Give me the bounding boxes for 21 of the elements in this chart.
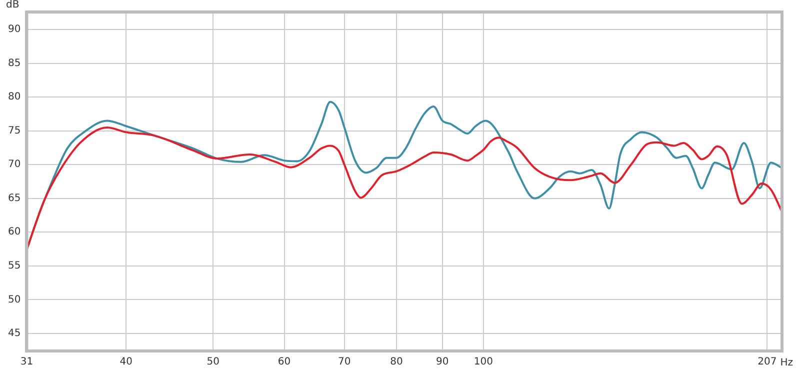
x-tick-label: 90	[436, 356, 449, 368]
y-tick-label: 60	[8, 226, 21, 238]
y-tick-label: 80	[8, 92, 21, 103]
x-tick-label: 40	[120, 356, 132, 368]
y-axis-title: dB	[6, 0, 20, 11]
y-tick-label: 90	[8, 24, 21, 36]
x-axis-title: Hz	[780, 358, 793, 369]
x-tick-label: 70	[338, 356, 351, 368]
x-tick-label: 100	[474, 356, 494, 368]
y-tick-label: 55	[8, 260, 21, 272]
x-tick-label: 50	[206, 356, 220, 368]
y-tick-label: 45	[8, 328, 21, 340]
y-tick-label: 85	[8, 58, 21, 69]
x-tick-label: 207	[758, 356, 777, 368]
y-tick-label: 75	[8, 125, 21, 136]
y-tick-label: 70	[8, 159, 21, 170]
x-tick-label: 31	[20, 356, 34, 368]
x-tick-label: 60	[278, 356, 291, 368]
y-tick-label: 65	[8, 192, 21, 204]
x-tick-label: 80	[390, 356, 403, 368]
y-tick-label: 50	[8, 294, 21, 306]
